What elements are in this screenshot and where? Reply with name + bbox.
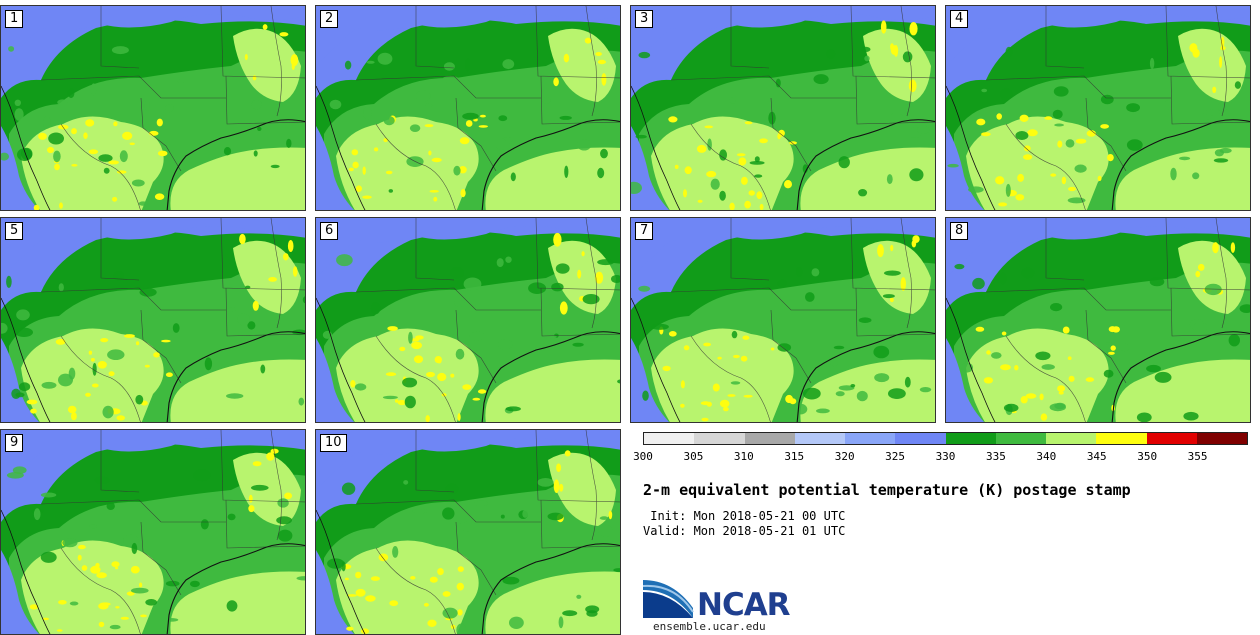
- colorbar-segment: [794, 433, 845, 444]
- panel-number: 4: [950, 10, 969, 28]
- map-9: [1, 430, 305, 634]
- colorbar-labels: 300 305 310 315 320 325 330 335 340 345 350 355: [633, 450, 1248, 466]
- colorbar-tick-label: 345: [1086, 450, 1107, 463]
- colorbar-segment: [1046, 433, 1097, 444]
- map-8: [946, 218, 1250, 422]
- member-panel-7: 7: [630, 217, 936, 423]
- panel-number: 9: [5, 434, 24, 452]
- member-panel-9: 9: [0, 429, 306, 635]
- panel-number: 10: [320, 434, 347, 452]
- valid-time: Valid: Mon 2018-05-21 01 UTC: [643, 524, 846, 538]
- init-time: Init: Mon 2018-05-21 00 UTC: [643, 509, 846, 523]
- logo-url: ensemble.ucar.edu: [653, 620, 766, 633]
- member-panel-5: 5: [0, 217, 306, 423]
- panel-number: 1: [5, 10, 24, 28]
- chart-title: 2-m equivalent potential temperature (K)…: [643, 481, 1131, 499]
- colorbar-tick-label: 320: [834, 450, 855, 463]
- colorbar-tick-label: 335: [985, 450, 1006, 463]
- panel-number: 6: [320, 222, 339, 240]
- colorbar-segment: [895, 433, 946, 444]
- map-7: [631, 218, 935, 422]
- map-1: [1, 6, 305, 210]
- colorbar-tick-label: 310: [733, 450, 754, 463]
- colorbar: [643, 432, 1248, 445]
- panel-number: 2: [320, 10, 339, 28]
- colorbar-tick-label: 325: [885, 450, 906, 463]
- colorbar-segment: [1096, 433, 1147, 444]
- colorbar-segment: [995, 433, 1046, 444]
- member-panel-4: 4: [945, 5, 1251, 211]
- colorbar-segment: [845, 433, 896, 444]
- member-panel-3: 3: [630, 5, 936, 211]
- member-panel-10: 10: [315, 429, 621, 635]
- colorbar-tick-label: 305: [683, 450, 704, 463]
- map-10: [316, 430, 620, 634]
- map-6: [316, 218, 620, 422]
- colorbar-tick-label: 355: [1187, 450, 1208, 463]
- colorbar-tick-label: 350: [1137, 450, 1158, 463]
- member-panel-8: 8: [945, 217, 1251, 423]
- colorbar-segment: [744, 433, 795, 444]
- map-3: [631, 6, 935, 210]
- member-panel-6: 6: [315, 217, 621, 423]
- colorbar-tick-label: 315: [784, 450, 805, 463]
- colorbar-tick-label: 330: [935, 450, 956, 463]
- colorbar-segment: [1196, 433, 1247, 444]
- colorbar-tick-label: 300: [633, 450, 653, 463]
- panel-number: 8: [950, 222, 969, 240]
- member-panel-2: 2: [315, 5, 621, 211]
- colorbar-segment: [694, 433, 745, 444]
- map-2: [316, 6, 620, 210]
- colorbar-tick-label: 340: [1036, 450, 1057, 463]
- ncar-logo-icon: [643, 580, 694, 618]
- member-panel-1: 1: [0, 5, 306, 211]
- colorbar-segment: [945, 433, 996, 444]
- logo-text: NCAR: [697, 587, 791, 623]
- panel-number: 7: [635, 222, 654, 240]
- map-4: [946, 6, 1250, 210]
- map-5: [1, 218, 305, 422]
- colorbar-segment: [644, 433, 695, 444]
- colorbar-segment: [1146, 433, 1197, 444]
- panel-number: 3: [635, 10, 654, 28]
- panel-number: 5: [5, 222, 24, 240]
